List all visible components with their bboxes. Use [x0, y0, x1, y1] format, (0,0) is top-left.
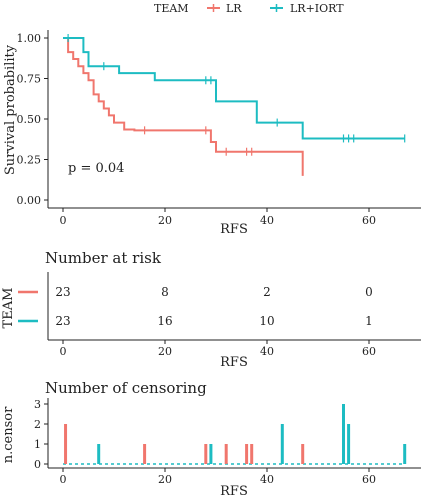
survival-curves	[63, 34, 406, 176]
censoring-bar-lr	[204, 444, 208, 464]
censoring-x-axis-title: RFS	[220, 484, 248, 499]
risk-table-y-axis-title: TEAM	[1, 288, 16, 329]
risk-table-cells: 23 8 2 0 23 16 10 1	[55, 285, 372, 328]
legend-label-lr: LR	[226, 2, 242, 15]
risk-table-title: Number at risk	[45, 249, 162, 267]
censoring-bar-lr	[143, 444, 147, 464]
censoring-x-tick-label: 20	[158, 473, 172, 486]
risk-table-x-ticks: 0 20 40 60	[60, 340, 376, 358]
censoring-y-ticks: 0 1 2 3	[34, 398, 48, 471]
censoring-y-tick-label: 0	[34, 458, 41, 471]
risk-table-cell: 16	[157, 314, 172, 328]
risk-table-cell: 10	[259, 314, 274, 328]
risk-table-cell: 23	[55, 285, 70, 299]
censoring-x-tick-label: 60	[362, 473, 376, 486]
survival-y-tick-label: 1.00	[17, 32, 42, 45]
censoring-bar-lr	[245, 444, 249, 464]
censoring-bar-lr	[64, 424, 68, 464]
survival-y-axis-title: Survival probability	[3, 44, 18, 175]
risk-table-x-tick-label: 40	[260, 345, 274, 358]
survival-x-tick-label: 0	[60, 214, 67, 227]
censoring-bar-lr-iort	[347, 424, 351, 464]
survival-y-tick-label: 0.25	[17, 154, 42, 167]
risk-table-x-tick-label: 0	[60, 345, 67, 358]
survival-panel: Survival probability RFS p = 0.04 0.000.…	[3, 30, 421, 237]
survival-x-axis-title: RFS	[220, 222, 248, 237]
censoring-bar-lr-iort	[209, 444, 213, 464]
risk-table-cell: 2	[263, 285, 271, 299]
survival-y-tick-label: 0.50	[17, 113, 42, 126]
risk-table-x-tick-label: 60	[362, 345, 376, 358]
censoring-y-tick-label: 1	[34, 438, 41, 451]
survival-x-tick-label: 60	[362, 214, 376, 227]
legend: TEAM LR LR+IORT	[154, 2, 344, 15]
censoring-x-tick-label: 40	[260, 473, 274, 486]
survival-x-tick-label: 20	[158, 214, 172, 227]
survival-curve-lr	[63, 37, 304, 176]
risk-table-cell: 1	[365, 314, 373, 328]
risk-table-x-axis-title: RFS	[220, 355, 248, 370]
legend-label-lr-iort: LR+IORT	[290, 2, 344, 15]
risk-table-cell: 0	[365, 285, 373, 299]
survival-y-ticks: 0.00 0.25 0.50 0.75 1.00	[17, 32, 48, 207]
censoring-y-tick-label: 2	[34, 418, 41, 431]
censoring-bar-lr-iort	[97, 444, 101, 464]
risk-table-x-tick-label: 20	[158, 345, 172, 358]
survival-curve-lr-iort	[63, 37, 405, 140]
risk-table-cell: 23	[55, 314, 70, 328]
censoring-bar-lr	[301, 444, 305, 464]
legend-title: TEAM	[154, 2, 189, 15]
censoring-y-axis-title: n.censor	[1, 406, 16, 463]
censoring-bar-lr	[250, 444, 254, 464]
censoring-y-tick-label: 3	[34, 398, 41, 411]
censoring-bar-lr-iort	[280, 424, 284, 464]
censoring-x-ticks: 0 20 40 60	[60, 468, 376, 486]
survival-y-tick-label: 0.75	[17, 73, 42, 86]
risk-table-panel: Number at risk TEAM RFS 23 8 2 023 16 10 1 0 20…	[1, 249, 421, 370]
survival-x-ticks: 0 20 40 60	[60, 208, 376, 227]
censoring-title: Number of censoring	[45, 379, 207, 397]
p-value-annotation: p = 0.04	[68, 161, 124, 176]
censoring-bar-lr-iort	[403, 444, 407, 464]
survival-y-tick-label: 0.00	[17, 194, 42, 207]
censoring-bars	[63, 404, 407, 465]
survival-x-tick-label: 40	[260, 214, 274, 227]
censoring-bar-lr-iort	[342, 404, 345, 464]
censoring-bar-lr	[224, 444, 228, 464]
risk-table-cell: 8	[161, 285, 169, 299]
censoring-panel: Number of censoring n.censor RFS 0 1 2 3 0 2…	[1, 379, 421, 499]
censoring-x-tick-label: 0	[60, 473, 67, 486]
